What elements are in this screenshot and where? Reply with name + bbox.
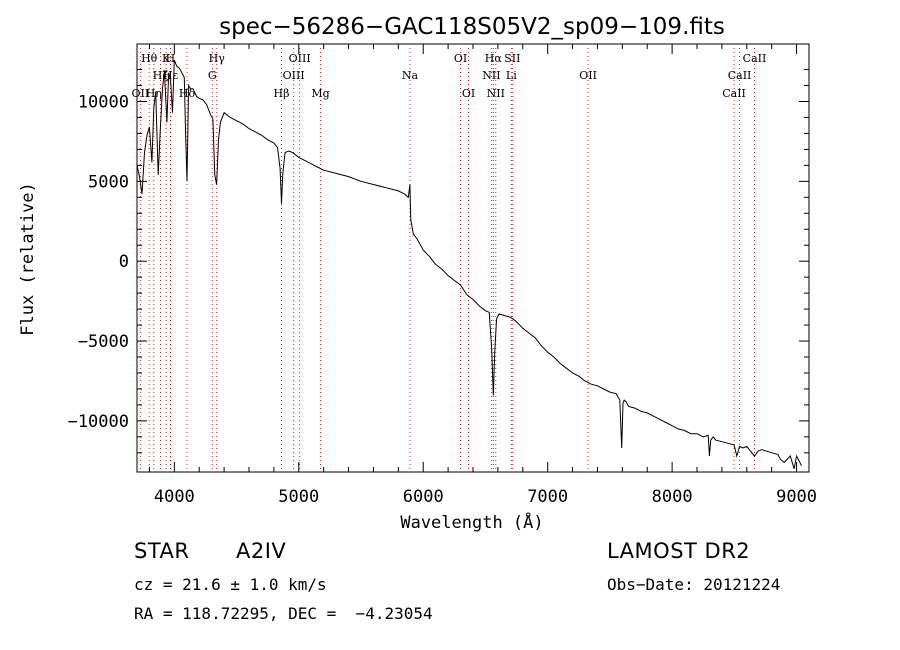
emission-line-markers <box>139 48 755 472</box>
line-label-5: H <box>166 52 176 65</box>
line-label-6: K <box>162 52 171 65</box>
y-axis-label: Flux (relative) <box>18 182 38 336</box>
line-label-1: Hθ <box>141 52 158 65</box>
x-tick-label-1: 5000 <box>278 487 319 507</box>
line-label-15: OI <box>454 52 467 65</box>
y-axis-ticks: −10000 −5000 0 5000 10000 <box>68 69 809 454</box>
plot-frame <box>136 43 810 473</box>
y-tick-label-0: −10000 <box>68 412 129 432</box>
line-label-12: OIII <box>289 52 311 65</box>
x-tick-label-0: 4000 <box>154 487 195 507</box>
line-label-21: Li <box>506 69 517 82</box>
y-tick-label-3: 5000 <box>88 172 129 192</box>
y-tick-label-1: −5000 <box>78 332 129 352</box>
x-tick-label-5: 9000 <box>776 487 817 507</box>
line-label-17: NII <box>482 69 500 82</box>
x-tick-label-2: 6000 <box>403 487 444 507</box>
observation-date: Obs−Date: 20121224 <box>607 575 781 594</box>
line-label-16: OI <box>462 87 475 100</box>
object-subclass: A2IV <box>236 539 287 563</box>
line-label-7: Hδ <box>179 87 196 100</box>
line-label-11: OIII <box>283 69 305 82</box>
line-label-22: OII <box>579 69 597 82</box>
x-axis-ticks: 4000 5000 6000 7000 8000 9000 <box>148 44 817 507</box>
x-tick-label-4: 8000 <box>652 487 693 507</box>
redshift-velocity: cz = 21.6 ± 1.0 km/s <box>134 575 327 594</box>
line-label-9: G <box>208 69 217 82</box>
sky-coordinates: RA = 118.72295, DEC = −4.23054 <box>134 604 433 623</box>
line-label-2: Hη <box>146 87 162 100</box>
line-label-4: Hε <box>163 69 179 82</box>
chart-title: spec−56286−GAC118S05V2_sp09−109.fits <box>219 14 725 40</box>
survey-name: LAMOST DR2 <box>607 539 751 563</box>
line-label-19: NII <box>487 87 505 100</box>
line-label-25: CaII <box>743 52 767 65</box>
line-label-24: CaII <box>728 69 752 82</box>
line-label-13: Mg <box>311 87 329 100</box>
spectrum-line <box>136 59 802 469</box>
line-label-20: SII <box>504 52 520 65</box>
line-label-10: Hβ <box>274 87 290 100</box>
y-tick-label-4: 10000 <box>78 92 129 112</box>
x-tick-label-3: 7000 <box>527 487 568 507</box>
y-tick-label-2: 0 <box>119 252 129 272</box>
line-label-8: Hγ <box>209 52 226 65</box>
line-label-0: OII <box>132 87 150 100</box>
line-label-18: Hα <box>485 52 503 65</box>
line-label-23: CaII <box>722 87 746 100</box>
line-label-14: Na <box>402 69 419 82</box>
object-type: STAR <box>134 539 190 563</box>
emission-line-labels: OIIHθHηHζHεHKHδHγGHβOIIIOIIIMgNaOIOINIIH… <box>132 52 767 100</box>
x-axis-label: Wavelength (Å) <box>400 511 543 533</box>
